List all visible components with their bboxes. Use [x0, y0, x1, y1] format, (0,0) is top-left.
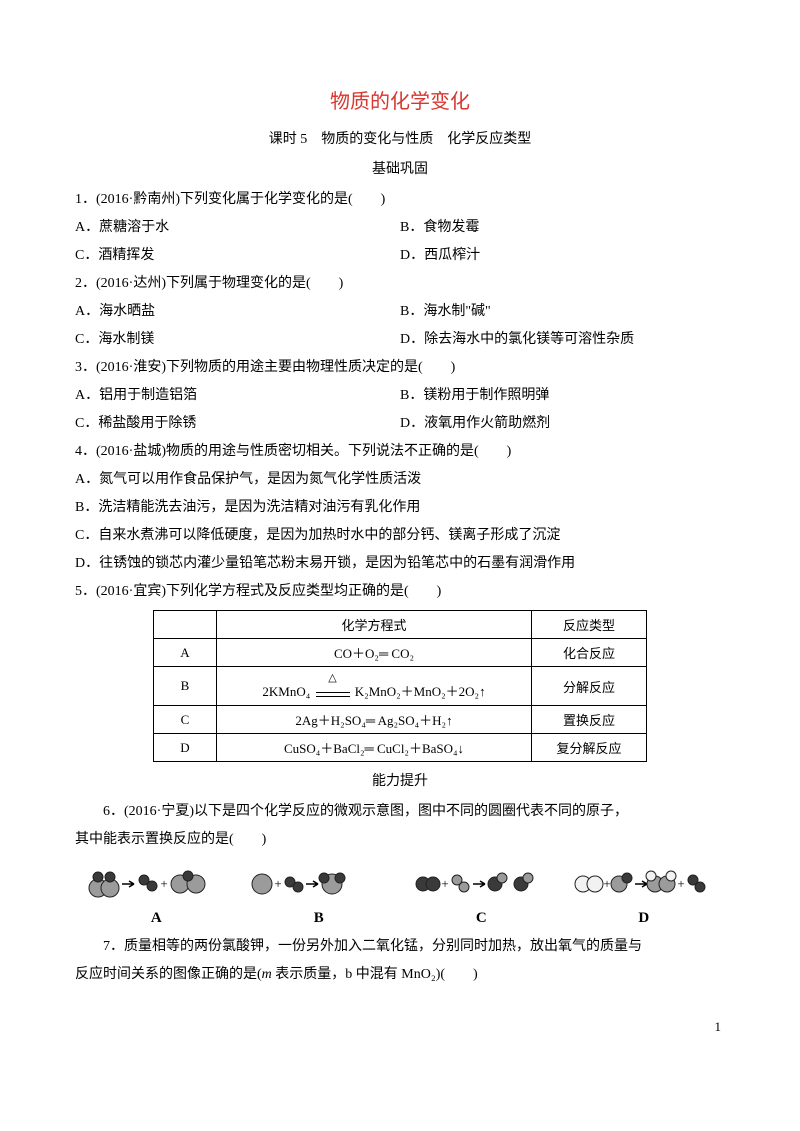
q4-stem: 4．(2016·盐城)物质的用途与性质密切相关。下列说法不正确的是( )	[75, 438, 725, 466]
q5-row-a-eq: CO＋O₂═ CO₂	[217, 639, 532, 667]
q2-stem: 2．(2016·达州)下列属于物理变化的是( )	[75, 270, 725, 298]
q6-line1: 6．(2016·宁夏)以下是四个化学反应的微观示意图，图中不同的圆圈代表不同的原…	[75, 798, 725, 826]
q5-b-lhs: 2KMnO₄	[262, 684, 310, 699]
q3-option-d: D．液氧用作火箭助燃剂	[400, 410, 725, 438]
section-heading-2: 能力提升	[75, 770, 725, 790]
q6-label-d: D	[563, 910, 726, 927]
q6-diagram-b: +	[246, 862, 391, 906]
q6-label-b: B	[238, 910, 401, 927]
q6-diagram-labels: A B C D	[75, 910, 725, 927]
svg-text:+: +	[604, 876, 611, 891]
q5-row-a-label: A	[154, 639, 217, 667]
q6-line2: 其中能表示置换反应的是( )	[75, 826, 725, 854]
subtitle: 课时 5 物质的变化与性质 化学反应类型	[75, 128, 725, 148]
q5-row-c-type: 置换反应	[532, 706, 647, 734]
q5-row-d-eq: CuSO₄＋BaCl₂═ CuCl₂＋BaSO₄↓	[217, 734, 532, 762]
q6-label-c: C	[400, 910, 563, 927]
page-title: 物质的化学变化	[75, 85, 725, 114]
q7-m-var: m	[262, 967, 272, 982]
q5-b-rhs: K₂MnO₂＋MnO₂＋2O₂↑	[355, 684, 486, 699]
q4-option-c: C．自来水煮沸可以降低硬度，是因为加热时水中的部分钙、镁离子形成了沉淀	[75, 522, 725, 550]
q2-option-a: A．海水晒盐	[75, 298, 400, 326]
q7-line2: 反应时间关系的图像正确的是(m 表示质量，b 中混有 MnO₂)( )	[75, 961, 725, 989]
q3-option-b: B．镁粉用于制作照明弹	[400, 382, 725, 410]
q6-diagram-a: +	[84, 862, 229, 906]
svg-text:+: +	[441, 876, 448, 891]
page-number: 1	[75, 1019, 725, 1035]
q3-option-a: A．铝用于制造铝箔	[75, 382, 400, 410]
q5-row-c-eq: 2Ag＋H₂SO₄═ Ag₂SO₄＋H₂↑	[217, 706, 532, 734]
q4-option-b: B．洗洁精能洗去油污，是因为洗洁精对油污有乳化作用	[75, 494, 725, 522]
q5-stem: 5．(2016·宜宾)下列化学方程式及反应类型均正确的是( )	[75, 578, 725, 606]
q6-label-a: A	[75, 910, 238, 927]
q1-option-a: A．蔗糖溶于水	[75, 214, 400, 242]
q2-option-c: C．海水制镁	[75, 326, 400, 354]
q5-row-d-label: D	[154, 734, 217, 762]
table-row: C 2Ag＋H₂SO₄═ Ag₂SO₄＋H₂↑ 置换反应	[154, 706, 647, 734]
table-row: D CuSO₄＋BaCl₂═ CuCl₂＋BaSO₄↓ 复分解反应	[154, 734, 647, 762]
svg-text:+: +	[678, 876, 685, 891]
q5-row-d-type: 复分解反应	[532, 734, 647, 762]
q5-row-b-eq: 2KMnO₄ △ K₂MnO₂＋MnO₂＋2O₂↑	[217, 667, 532, 706]
svg-text:+: +	[275, 876, 282, 891]
q5-header-eq: 化学方程式	[217, 611, 532, 639]
section-heading-1: 基础巩固	[75, 158, 725, 178]
q6-diagrams: + + + ++	[75, 862, 725, 906]
table-row: B 2KMnO₄ △ K₂MnO₂＋MnO₂＋2O₂↑ 分解反应	[154, 667, 647, 706]
q5-row-a-type: 化合反应	[532, 639, 647, 667]
q6-diagram-c: +	[409, 862, 554, 906]
q5-row-b-type: 分解反应	[532, 667, 647, 706]
q4-option-a: A．氮气可以用作食品保护气，是因为氮气化学性质活泼	[75, 466, 725, 494]
q1-option-d: D．西瓜榨汁	[400, 242, 725, 270]
q3-option-c: C．稀盐酸用于除锈	[75, 410, 400, 438]
q4-option-d: D．往锈蚀的锁芯内灌少量铅笔芯粉末易开锁，是因为铅笔芯中的石墨有润滑作用	[75, 550, 725, 578]
q6-diagram-d: ++	[571, 862, 716, 906]
q3-stem: 3．(2016·淮安)下列物质的用途主要由物理性质决定的是( )	[75, 354, 725, 382]
q1-option-c: C．酒精挥发	[75, 242, 400, 270]
q5-row-c-label: C	[154, 706, 217, 734]
q1-stem: 1．(2016·黔南州)下列变化属于化学变化的是( )	[75, 186, 725, 214]
q2-option-d: D．除去海水中的氯化镁等可溶性杂质	[400, 326, 725, 354]
q2-option-b: B．海水制"碱"	[400, 298, 725, 326]
heat-condition-icon: △	[314, 685, 352, 701]
q1-option-b: B．食物发霉	[400, 214, 725, 242]
q7-line1: 7．质量相等的两份氯酸钾，一份另外加入二氧化锰，分别同时加热，放出氧气的质量与	[75, 933, 725, 961]
q5-table: 化学方程式 反应类型 A CO＋O₂═ CO₂ 化合反应 B 2KMnO₄ △ …	[153, 610, 647, 762]
svg-text:+: +	[160, 876, 167, 891]
table-row: A CO＋O₂═ CO₂ 化合反应	[154, 639, 647, 667]
q5-header-type: 反应类型	[532, 611, 647, 639]
q5-row-b-label: B	[154, 667, 217, 706]
